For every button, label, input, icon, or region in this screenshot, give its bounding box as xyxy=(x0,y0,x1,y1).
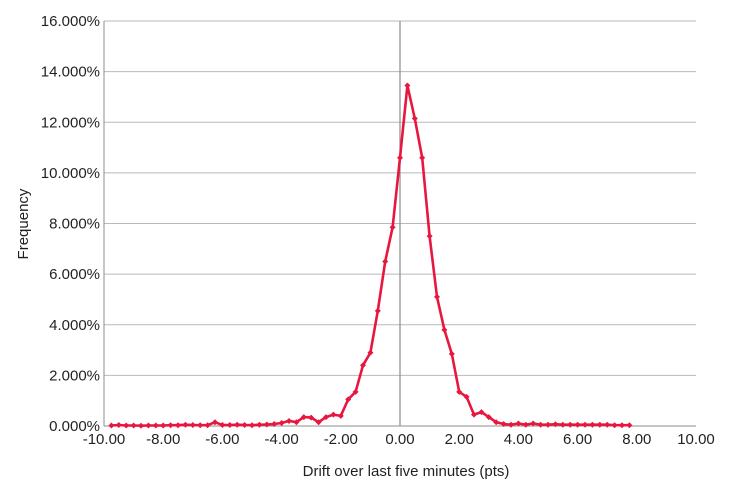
data-point xyxy=(367,349,374,356)
x-axis-ticks: -10.00 -8.00 -6.00 -4.00 -2.00 0.00 2.00 4.00 6.… xyxy=(83,431,715,448)
data-point xyxy=(515,420,522,427)
x-tick-label: -2.00 xyxy=(324,431,358,448)
x-tick-label: 8.00 xyxy=(622,431,651,448)
data-point xyxy=(411,115,418,122)
y-tick-label: 0.000% xyxy=(49,418,100,435)
data-point xyxy=(508,421,514,428)
data-point xyxy=(256,421,263,428)
data-point xyxy=(389,224,396,231)
data-point xyxy=(219,421,226,428)
data-point xyxy=(360,362,366,369)
data-point xyxy=(419,154,426,161)
data-point xyxy=(582,421,588,428)
data-point xyxy=(441,326,448,333)
data-point xyxy=(241,421,248,428)
y-tick-label: 12.000% xyxy=(41,114,100,131)
data-point xyxy=(204,422,211,429)
data-point xyxy=(130,422,137,429)
y-tick-label: 8.000% xyxy=(49,216,100,233)
x-tick-label: 4.00 xyxy=(504,431,533,448)
data-point xyxy=(293,419,300,426)
data-point xyxy=(374,307,381,314)
x-tick-label: -8.00 xyxy=(146,431,180,448)
data-point xyxy=(611,422,618,429)
data-point xyxy=(263,421,270,428)
data-point xyxy=(552,421,559,428)
data-point xyxy=(530,420,537,427)
series-line xyxy=(111,84,630,428)
data-point xyxy=(175,422,181,429)
data-point xyxy=(145,422,152,429)
data-point xyxy=(197,422,204,429)
data-point xyxy=(604,421,611,428)
data-point xyxy=(115,421,122,428)
data-point xyxy=(278,419,285,426)
data-point xyxy=(308,414,315,421)
x-tick-label: 0.00 xyxy=(385,431,414,448)
data-point xyxy=(559,421,566,428)
data-point xyxy=(545,421,551,428)
data-point xyxy=(234,421,241,428)
x-tick-label: 10.00 xyxy=(677,431,715,448)
data-point xyxy=(589,421,596,428)
data-point xyxy=(345,396,352,403)
y-tick-label: 14.000% xyxy=(41,64,100,81)
data-point xyxy=(123,422,130,429)
data-point xyxy=(108,422,115,429)
x-tick-label: -4.00 xyxy=(264,431,298,448)
data-point xyxy=(397,154,403,161)
data-point xyxy=(300,414,307,421)
data-point xyxy=(448,350,455,357)
data-point xyxy=(212,419,218,426)
data-point xyxy=(493,419,500,426)
data-point xyxy=(249,422,255,429)
data-point xyxy=(138,422,144,429)
data-point xyxy=(574,421,581,428)
data-point xyxy=(619,422,625,429)
x-tick-label: 2.00 xyxy=(445,431,474,448)
y-tick-label: 16.000% xyxy=(41,13,100,30)
y-tick-label: 10.000% xyxy=(41,165,100,182)
data-point xyxy=(315,419,322,426)
data-point xyxy=(152,422,159,429)
data-point xyxy=(537,421,544,428)
data-point xyxy=(330,411,337,418)
data-point xyxy=(226,421,233,428)
data-point xyxy=(500,420,507,427)
y-tick-label: 4.000% xyxy=(49,317,100,334)
data-point xyxy=(189,421,196,428)
data-point xyxy=(456,388,463,395)
data-point xyxy=(352,388,359,395)
data-point xyxy=(160,422,167,429)
x-tick-label: -10.00 xyxy=(83,431,126,448)
data-point xyxy=(426,233,433,240)
data-point xyxy=(567,421,574,428)
x-tick-label: -6.00 xyxy=(205,431,239,448)
data-point xyxy=(471,411,477,418)
data-point xyxy=(337,412,344,419)
x-tick-label: 6.00 xyxy=(563,431,592,448)
series-frequency xyxy=(108,82,633,429)
data-point xyxy=(522,421,529,428)
data-point xyxy=(286,417,292,424)
y-tick-label: 2.000% xyxy=(49,367,100,384)
data-point xyxy=(463,393,470,400)
data-point xyxy=(271,420,278,427)
data-point xyxy=(404,82,411,89)
y-axis-title: Frequency xyxy=(15,188,32,259)
data-point xyxy=(596,421,603,428)
data-point xyxy=(182,421,189,428)
data-point xyxy=(478,409,485,416)
data-point xyxy=(323,414,329,421)
data-point xyxy=(485,414,492,421)
data-point xyxy=(382,258,389,265)
data-point xyxy=(167,422,174,429)
data-point xyxy=(626,422,633,429)
x-axis-title: Drift over last five minutes (pts) xyxy=(303,463,510,480)
y-axis-ticks: 0.000% 2.000% 4.000% 6.000% 8.000% 10.000% 12.… xyxy=(41,13,100,435)
y-tick-label: 6.000% xyxy=(49,266,100,283)
data-point xyxy=(434,293,440,300)
